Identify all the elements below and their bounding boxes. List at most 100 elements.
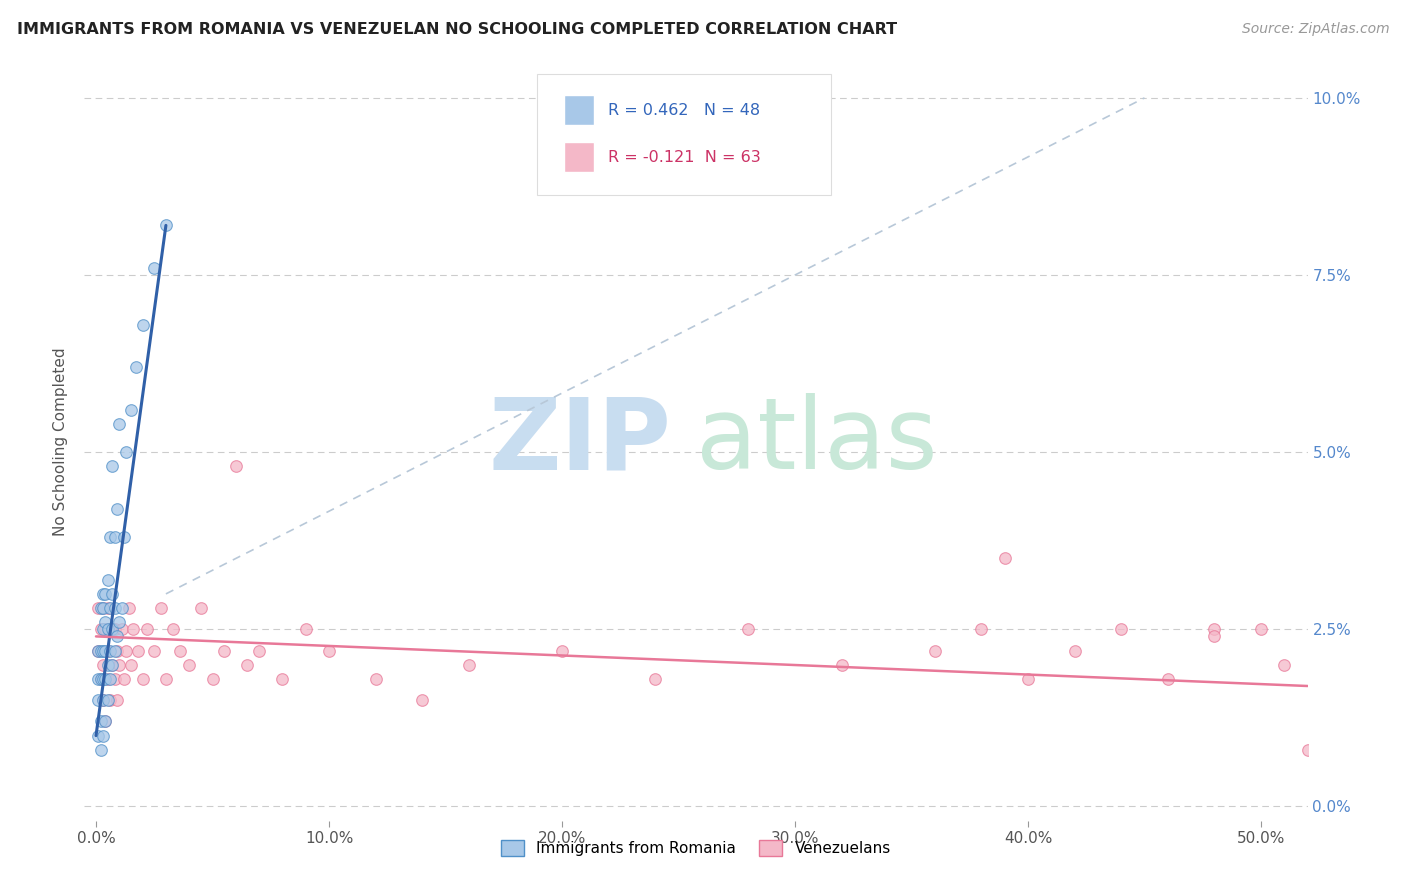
Point <box>970 623 993 637</box>
Point <box>94 587 117 601</box>
Point <box>94 623 117 637</box>
Point <box>94 672 117 686</box>
Point <box>97 643 120 657</box>
Point <box>112 530 135 544</box>
Point <box>364 672 387 686</box>
Point <box>1157 672 1180 686</box>
Point <box>91 601 114 615</box>
Point <box>97 623 120 637</box>
Point <box>120 402 142 417</box>
Point <box>169 643 191 657</box>
Point <box>87 729 110 743</box>
Point <box>127 643 149 657</box>
Point <box>150 601 173 615</box>
Point <box>225 459 247 474</box>
Text: R = 0.462   N = 48: R = 0.462 N = 48 <box>607 103 761 118</box>
Point <box>87 693 110 707</box>
Point <box>111 623 134 637</box>
Point <box>94 714 117 729</box>
Point <box>411 693 433 707</box>
Point <box>90 672 112 686</box>
Point <box>136 623 159 637</box>
Point <box>90 643 112 657</box>
Point <box>91 643 114 657</box>
Point <box>97 672 120 686</box>
Point <box>98 672 121 686</box>
Point <box>1272 657 1295 672</box>
Point <box>98 643 121 657</box>
Point <box>91 601 114 615</box>
Point <box>91 672 114 686</box>
Point <box>737 623 759 637</box>
Point <box>162 623 184 637</box>
Point <box>179 657 201 672</box>
FancyBboxPatch shape <box>564 95 595 126</box>
Point <box>212 643 235 657</box>
Point <box>101 657 124 672</box>
Point <box>551 643 574 657</box>
Point <box>1296 743 1319 757</box>
Point <box>91 587 114 601</box>
Point <box>1250 623 1272 637</box>
Point <box>143 260 166 275</box>
Point <box>91 657 114 672</box>
Point <box>101 587 124 601</box>
Point <box>90 601 112 615</box>
Point <box>143 643 166 657</box>
Point <box>318 643 340 657</box>
FancyBboxPatch shape <box>564 142 595 172</box>
Point <box>1204 629 1226 643</box>
Point <box>1017 672 1039 686</box>
Point <box>104 672 127 686</box>
Point <box>90 743 112 757</box>
Point <box>201 672 224 686</box>
Point <box>111 601 134 615</box>
Point <box>91 623 114 637</box>
Text: IMMIGRANTS FROM ROMANIA VS VENEZUELAN NO SCHOOLING COMPLETED CORRELATION CHART: IMMIGRANTS FROM ROMANIA VS VENEZUELAN NO… <box>17 22 897 37</box>
Point <box>97 573 120 587</box>
Point <box>91 729 114 743</box>
Point <box>90 672 112 686</box>
Point <box>924 643 946 657</box>
Point <box>117 601 139 615</box>
Point <box>97 657 120 672</box>
Point <box>115 643 138 657</box>
Point <box>271 672 294 686</box>
Point <box>91 693 114 707</box>
Point <box>87 601 110 615</box>
Point <box>1063 643 1085 657</box>
Point <box>94 714 117 729</box>
Point <box>90 714 112 729</box>
Point <box>120 657 142 672</box>
Point <box>994 551 1017 566</box>
Point <box>122 623 145 637</box>
Point <box>87 643 110 657</box>
Point <box>1109 623 1132 637</box>
Point <box>104 530 127 544</box>
Point <box>115 445 138 459</box>
Point <box>101 623 124 637</box>
Point <box>155 219 177 233</box>
Point <box>105 501 128 516</box>
Point <box>105 629 128 643</box>
Point <box>236 657 259 672</box>
Point <box>87 643 110 657</box>
Point <box>831 657 853 672</box>
Point <box>105 643 128 657</box>
Point <box>108 657 131 672</box>
Point <box>155 672 177 686</box>
Point <box>112 672 135 686</box>
FancyBboxPatch shape <box>537 74 831 195</box>
Point <box>98 693 121 707</box>
Point <box>190 601 212 615</box>
Point <box>108 615 131 630</box>
Point <box>87 672 110 686</box>
Text: Source: ZipAtlas.com: Source: ZipAtlas.com <box>1241 22 1389 37</box>
Point <box>247 643 270 657</box>
Point <box>104 623 127 637</box>
Point <box>101 657 124 672</box>
Point <box>98 601 121 615</box>
Point <box>457 657 479 672</box>
Point <box>97 601 120 615</box>
Point <box>131 318 153 332</box>
